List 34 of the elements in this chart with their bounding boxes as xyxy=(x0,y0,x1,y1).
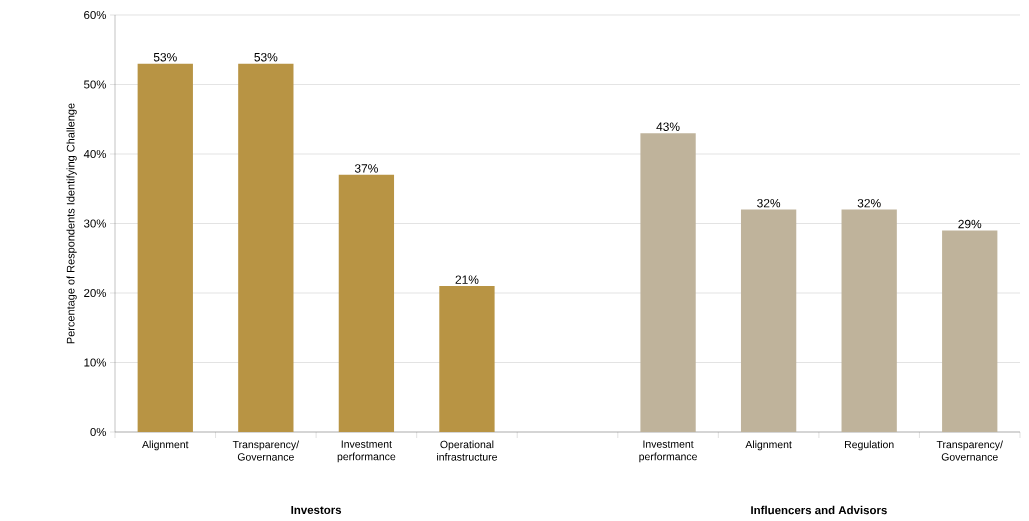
text: Influencers and Advisors xyxy=(751,505,887,515)
y-tick-label: 10% xyxy=(84,358,107,367)
bar xyxy=(238,63,294,432)
bar xyxy=(640,133,696,432)
text: Investors xyxy=(291,506,342,514)
x-tick-label: Alignment xyxy=(142,440,189,451)
y-tick-label: 0% xyxy=(90,427,107,437)
bar xyxy=(439,286,495,432)
data-label: 32% xyxy=(857,198,881,208)
y-tick-label: 50% xyxy=(84,80,107,89)
y-tick-label: 40% xyxy=(83,149,107,159)
data-label: 21% xyxy=(455,275,479,284)
data-label: 43% xyxy=(656,122,680,131)
y-tick-label: 20% xyxy=(84,288,107,298)
bar xyxy=(841,209,897,432)
x-tick-label: Transparency/ Governance xyxy=(232,440,300,461)
x-tick-label: Transparency/ Governance xyxy=(936,440,1003,461)
bar xyxy=(740,209,797,432)
bar xyxy=(137,63,193,432)
x-tick-label: Operational infrastructure xyxy=(437,440,497,461)
data-label: 32% xyxy=(757,198,781,208)
y-tick-label: 60% xyxy=(84,10,107,20)
x-tick-label: Regulation xyxy=(845,440,894,451)
x-tick-label: Investment performance xyxy=(337,440,396,463)
data-label: 37% xyxy=(354,164,378,173)
y-tick-label: 30% xyxy=(83,219,107,228)
x-tick-label: Investment performance xyxy=(639,440,697,463)
bar xyxy=(942,230,998,432)
data-label: 29% xyxy=(958,219,982,229)
x-tick-label: Alignment xyxy=(745,440,792,451)
data-label: 53% xyxy=(153,52,177,62)
bar xyxy=(338,174,395,432)
data-label: 53% xyxy=(254,52,278,62)
y-axis-title: Percentage of Respondents Identifying Challenge xyxy=(66,103,77,344)
